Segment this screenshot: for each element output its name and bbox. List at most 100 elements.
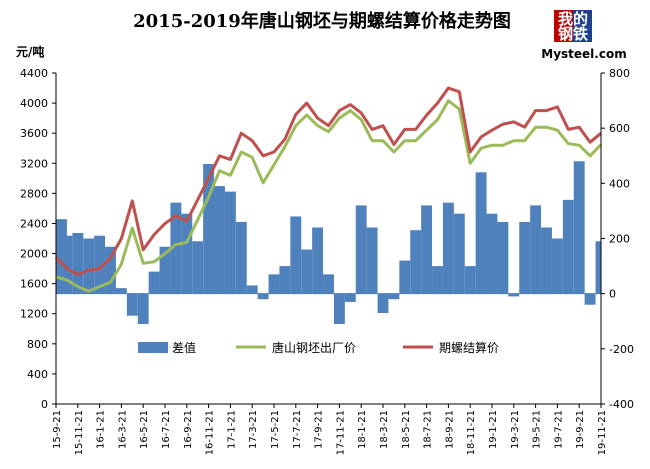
difference-bar bbox=[257, 293, 269, 300]
legend-swatch-diff bbox=[138, 342, 168, 353]
series-lines bbox=[54, 86, 603, 293]
difference-bar bbox=[61, 235, 73, 294]
x-tick-label: 19-9-21 bbox=[575, 410, 586, 449]
x-tick-label: 16-5-21 bbox=[139, 410, 150, 449]
right-axis-ticks: -400 -200 0 200 400 600 800 bbox=[601, 67, 634, 411]
x-tick-label: 19-7-21 bbox=[553, 410, 564, 449]
x-tick-label: 16-3-21 bbox=[117, 410, 128, 449]
x-tick-label: 16-7-21 bbox=[161, 410, 172, 449]
difference-bar bbox=[246, 285, 258, 294]
x-tick-label: 16-1-21 bbox=[96, 410, 107, 449]
difference-bar bbox=[453, 213, 465, 294]
difference-bar bbox=[541, 227, 552, 294]
difference-bar bbox=[421, 205, 433, 294]
right-tick-label: -400 bbox=[609, 398, 634, 411]
difference-bar bbox=[203, 164, 215, 294]
x-tick-label: 15-9-21 bbox=[52, 410, 63, 449]
watermark-line2: 钢铁 bbox=[558, 25, 588, 43]
difference-bar bbox=[595, 241, 601, 294]
difference-bar bbox=[475, 172, 487, 294]
x-tick-label: 18-3-21 bbox=[379, 410, 390, 449]
watermark-box-2 bbox=[573, 10, 592, 42]
difference-bar bbox=[268, 274, 280, 294]
difference-bar bbox=[377, 293, 389, 313]
x-tick-label: 17-5-21 bbox=[270, 410, 281, 449]
difference-bar bbox=[530, 205, 542, 294]
right-tick-label: -200 bbox=[609, 343, 634, 356]
difference-bar bbox=[83, 238, 95, 294]
x-tick-label: 19-1-21 bbox=[488, 410, 499, 449]
left-tick-label: 2000 bbox=[20, 248, 48, 261]
difference-bar bbox=[355, 205, 367, 294]
mysteel-watermark: 我的 钢铁 Mysteel.com bbox=[541, 10, 627, 61]
right-tick-label: 800 bbox=[609, 67, 630, 80]
x-tick-label: 17-3-21 bbox=[248, 410, 259, 449]
right-tick-label: 200 bbox=[609, 233, 630, 246]
legend: 差值 唐山钢坯出厂价 期螺结算价 bbox=[138, 340, 499, 355]
difference-bar bbox=[290, 216, 302, 294]
difference-bar bbox=[137, 293, 149, 325]
difference-bar bbox=[105, 246, 116, 294]
x-tick-label: 18-1-21 bbox=[357, 410, 368, 449]
x-tick-label: 17-9-21 bbox=[314, 410, 325, 449]
right-tick-label: 600 bbox=[609, 122, 630, 135]
watermark-domain: Mysteel.com bbox=[541, 47, 626, 61]
difference-bar bbox=[94, 235, 106, 294]
x-tick-label: 18-11-21 bbox=[466, 410, 477, 455]
difference-bar bbox=[235, 221, 247, 294]
left-axis-ticks: 0 400 800 1200 1600 2000 2400 2800 3200 3600 4000 4… bbox=[20, 67, 56, 411]
x-tick-label: 18-5-21 bbox=[401, 410, 412, 449]
left-tick-label: 1600 bbox=[20, 278, 48, 291]
billet-price-line bbox=[55, 99, 603, 293]
difference-bar bbox=[126, 293, 138, 316]
difference-bar bbox=[551, 238, 563, 294]
difference-bar bbox=[399, 260, 411, 294]
difference-bar bbox=[170, 202, 182, 294]
x-tick-label: 15-11-21 bbox=[74, 410, 85, 455]
left-tick-label: 2400 bbox=[20, 217, 48, 230]
x-tick-label: 18-7-21 bbox=[423, 410, 434, 449]
x-tick-label: 19-5-21 bbox=[532, 410, 543, 449]
x-tick-label: 18-9-21 bbox=[444, 410, 455, 449]
difference-bar bbox=[508, 293, 520, 297]
difference-bar bbox=[333, 293, 345, 325]
difference-bar bbox=[181, 213, 193, 294]
difference-bar bbox=[584, 293, 596, 305]
left-tick-label: 3200 bbox=[20, 157, 48, 170]
difference-bar bbox=[366, 227, 378, 294]
x-tick-label: 19-11-21 bbox=[597, 410, 608, 455]
left-tick-label: 1200 bbox=[20, 308, 48, 321]
difference-bar bbox=[312, 227, 324, 294]
difference-bar bbox=[388, 293, 400, 300]
right-tick-label: 400 bbox=[609, 177, 630, 190]
x-tick-label: 17-11-21 bbox=[335, 410, 346, 455]
left-tick-label: 0 bbox=[41, 398, 48, 411]
left-tick-label: 4000 bbox=[20, 97, 48, 110]
difference-bar bbox=[279, 266, 291, 294]
left-tick-label: 3600 bbox=[20, 127, 48, 140]
x-axis-ticks: 15-9-21 15-11-21 16-1-21 16-3-21 16-5-21 16-7… bbox=[52, 404, 608, 455]
left-tick-label: 400 bbox=[27, 368, 48, 381]
difference-bar bbox=[562, 199, 574, 294]
difference-bar bbox=[519, 221, 531, 294]
left-axis-unit: 元/吨 bbox=[16, 44, 44, 59]
difference-bar bbox=[410, 230, 422, 294]
difference-bar bbox=[432, 266, 443, 294]
difference-bar bbox=[497, 221, 509, 294]
difference-bar bbox=[301, 249, 313, 294]
legend-label-billet: 唐山钢坯出厂价 bbox=[272, 340, 356, 355]
x-tick-label: 17-1-21 bbox=[226, 410, 237, 449]
left-tick-label: 800 bbox=[27, 338, 48, 351]
futures-price-line bbox=[54, 86, 602, 277]
difference-bar bbox=[573, 161, 585, 294]
difference-bar bbox=[115, 288, 127, 294]
series-difference-area bbox=[56, 161, 601, 325]
difference-bar bbox=[214, 186, 225, 294]
right-tick-label: 0 bbox=[609, 288, 616, 301]
difference-bar bbox=[486, 213, 498, 294]
watermark-line1: 我的 bbox=[558, 10, 588, 28]
difference-bar bbox=[442, 202, 454, 294]
legend-label-futures: 期螺结算价 bbox=[439, 340, 499, 355]
watermark-box-1 bbox=[554, 10, 573, 42]
